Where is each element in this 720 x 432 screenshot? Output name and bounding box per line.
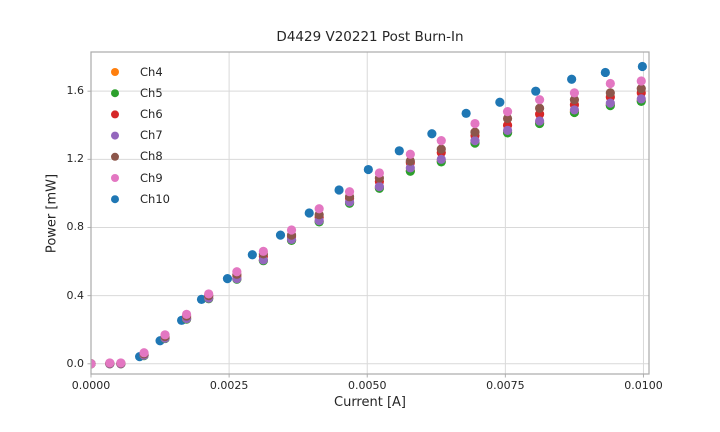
data-point-ch9 — [314, 204, 324, 214]
data-point-ch9 — [344, 187, 355, 197]
legend-swatch-ch8 — [111, 152, 119, 161]
data-point-ch8 — [569, 95, 580, 105]
data-point-ch9 — [232, 267, 242, 277]
legend-label-ch7: Ch7 — [140, 128, 163, 143]
data-point-ch10 — [427, 129, 437, 139]
data-point-ch9 — [204, 289, 214, 299]
data-point-ch10 — [394, 146, 404, 156]
data-point-ch10 — [196, 294, 207, 304]
data-point-ch8 — [405, 156, 415, 166]
data-point-ch9 — [605, 78, 615, 89]
data-point-ch7 — [374, 181, 384, 192]
plot-border — [90, 51, 650, 375]
y-tick-label: 0.0 — [66, 356, 85, 370]
x-axis-label: Current [A] — [334, 395, 406, 410]
data-point-ch10 — [247, 250, 257, 260]
x-tick-label: 0.0050 — [347, 379, 387, 392]
y-tick-label: 0.4 — [66, 288, 85, 302]
x-tick-label: 0.0000 — [71, 379, 111, 392]
legend-label-ch6: Ch6 — [140, 106, 163, 121]
data-point-ch7 — [535, 116, 545, 126]
data-point-ch10 — [304, 208, 314, 218]
data-point-ch10 — [567, 74, 577, 84]
data-point-ch9 — [258, 246, 268, 256]
scatter-points — [91, 61, 647, 369]
x-tick-label: 0.0025 — [209, 379, 249, 392]
data-point-ch7 — [470, 135, 480, 146]
data-point-ch10 — [363, 164, 373, 175]
data-point-ch8 — [535, 103, 545, 113]
data-point-ch10 — [531, 86, 541, 96]
data-point-ch8 — [502, 113, 513, 124]
chart-title: D4429 V20221 Post Burn-In — [276, 29, 464, 45]
data-point-ch8 — [636, 84, 646, 94]
data-point-ch10 — [222, 273, 233, 284]
y-axis-label: Power [mW] — [44, 173, 60, 254]
data-point-ch8 — [436, 144, 446, 154]
legend-label-ch8: Ch8 — [140, 149, 163, 164]
y-tick-label: 1.6 — [66, 84, 85, 98]
data-point-ch9 — [535, 95, 545, 105]
data-point-ch8 — [605, 88, 615, 98]
data-point-ch9 — [502, 107, 513, 117]
legend-swatch-ch5 — [111, 89, 119, 98]
legend-label-ch5: Ch5 — [140, 85, 163, 100]
data-point-ch9 — [181, 309, 192, 319]
legend-label-ch10: Ch10 — [140, 191, 170, 206]
data-point-ch9 — [286, 225, 297, 235]
legend-swatch-ch7 — [111, 131, 119, 140]
data-point-ch10 — [600, 67, 610, 78]
legend-label-ch4: Ch4 — [140, 64, 163, 79]
data-point-ch9 — [636, 76, 646, 86]
data-point-ch9 — [139, 348, 149, 358]
legend-label-ch9: Ch9 — [140, 170, 163, 185]
data-point-ch10 — [461, 108, 471, 118]
legend-swatch-ch9 — [111, 174, 119, 182]
data-point-ch7 — [605, 98, 615, 108]
data-point-ch9 — [116, 358, 126, 368]
data-point-ch9 — [405, 149, 415, 159]
data-point-ch10 — [637, 61, 647, 72]
x-tick-label: 0.0100 — [624, 379, 663, 392]
data-point-ch7 — [569, 105, 580, 115]
data-point-ch10 — [275, 230, 286, 240]
data-point-ch9 — [374, 168, 384, 178]
legend-swatch-ch10 — [111, 195, 119, 204]
data-point-ch10 — [334, 185, 344, 195]
data-point-ch9 — [105, 358, 115, 368]
data-point-ch8 — [470, 127, 480, 137]
data-point-ch9 — [436, 135, 446, 146]
data-point-ch10 — [495, 97, 505, 107]
y-tick-label: 0.8 — [66, 220, 85, 234]
data-point-ch7 — [436, 154, 446, 164]
data-point-ch7 — [636, 94, 646, 104]
legend-swatch-ch6 — [111, 110, 119, 119]
data-point-ch9 — [569, 88, 580, 98]
data-point-ch7 — [502, 125, 513, 135]
x-tick-label: 0.0075 — [486, 379, 525, 392]
data-point-ch9 — [91, 359, 96, 369]
y-tick-label: 1.2 — [66, 152, 85, 166]
data-point-ch7 — [405, 163, 415, 173]
legend-swatch-ch4 — [111, 68, 119, 76]
data-point-ch9 — [160, 330, 170, 340]
data-point-ch9 — [470, 118, 480, 129]
